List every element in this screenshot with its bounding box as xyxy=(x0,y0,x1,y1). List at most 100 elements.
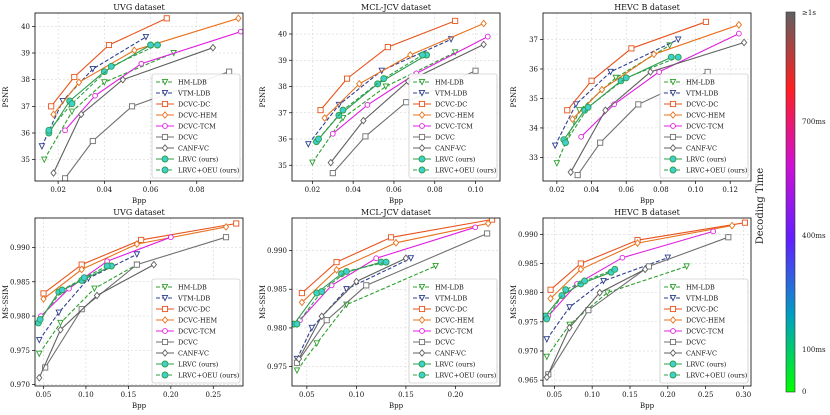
data-point xyxy=(129,103,136,110)
legend-label: CANF-VC xyxy=(435,145,466,153)
y-tick-label: 35 xyxy=(529,95,538,103)
data-point xyxy=(402,254,410,263)
y-tick-label: 0.970 xyxy=(10,381,30,389)
legend-label: VTM-LDB xyxy=(177,295,210,303)
data-point xyxy=(574,172,581,179)
data-point xyxy=(392,238,400,247)
legend-marker xyxy=(418,360,426,368)
legend-box xyxy=(151,278,241,384)
series-line xyxy=(546,268,616,320)
legend-label: LRVC+OEU (ours) xyxy=(435,372,497,380)
data-point xyxy=(641,265,649,274)
series-line xyxy=(44,236,227,368)
data-point xyxy=(107,62,115,70)
data-point xyxy=(38,143,46,150)
data-point xyxy=(472,224,479,231)
legend: HM-LDB VTM-LDB DCVC-DC DCVC-HEM DCVC-TCM DCVC… xyxy=(151,278,241,384)
legend-label: DCVC xyxy=(435,339,455,347)
y-tick-label: 0.990 xyxy=(518,231,538,239)
legend-label: DCVC xyxy=(178,134,198,142)
chart-title: UVG dataset xyxy=(113,3,165,12)
legend-label: DCVC-HEM xyxy=(178,112,217,120)
legend-marker xyxy=(669,294,677,302)
data-point xyxy=(543,336,551,343)
plot-frame xyxy=(34,217,244,387)
legend-label: VTM-LDB xyxy=(434,90,467,98)
x-tick-label: 0.08 xyxy=(189,186,205,194)
data-point xyxy=(335,101,343,109)
x-axis-label: Bpp xyxy=(640,197,655,205)
data-point xyxy=(674,53,682,61)
series-line xyxy=(547,230,714,317)
data-point xyxy=(364,102,371,108)
data-point xyxy=(741,219,748,226)
legend-marker xyxy=(162,123,168,129)
data-point xyxy=(315,135,322,143)
chart-title: HEVC B dataset xyxy=(614,208,680,217)
legend-marker xyxy=(161,111,169,119)
legend-marker xyxy=(161,294,169,302)
data-point xyxy=(419,51,426,59)
data-point xyxy=(71,73,78,81)
data-point xyxy=(562,286,570,294)
data-point xyxy=(664,254,672,262)
data-point xyxy=(105,41,113,49)
legend-label: CANF-VC xyxy=(178,350,209,358)
data-point xyxy=(318,288,326,295)
series-group xyxy=(543,219,748,382)
legend-label: DCVC-TCM xyxy=(435,123,473,131)
data-point xyxy=(380,75,388,83)
legend-label: DCVC-TCM xyxy=(686,123,724,131)
legend: HM-LDB VTM-LDB DCVC-DC DCVC-HEM DCVC-TCM DCVC… xyxy=(659,73,749,179)
series-line xyxy=(546,257,668,340)
legend-marker xyxy=(418,133,426,141)
data-point xyxy=(363,282,370,289)
data-point xyxy=(403,99,410,106)
data-point xyxy=(553,160,561,167)
legend-box xyxy=(408,73,498,179)
x-axis-label: Bpp xyxy=(389,402,404,410)
series-line xyxy=(311,51,456,163)
data-point xyxy=(728,221,736,230)
legend-marker xyxy=(418,166,426,174)
data-point xyxy=(373,255,380,262)
data-point xyxy=(543,373,550,382)
chart-title: MCL-JCV dataset xyxy=(361,3,432,12)
legend-label: DCVC-TCM xyxy=(435,328,473,336)
series-line xyxy=(38,264,155,379)
data-point xyxy=(566,304,573,311)
legend-marker xyxy=(669,166,677,174)
data-point xyxy=(35,350,43,358)
data-point xyxy=(131,46,138,55)
data-point xyxy=(142,33,150,41)
legend-label: LRVC (ours) xyxy=(178,156,219,164)
data-point xyxy=(317,107,324,114)
legend-marker xyxy=(419,123,425,129)
legend-label: DCVC-DC xyxy=(435,101,467,109)
chart-title: HEVC B dataset xyxy=(614,3,680,12)
plot-frame xyxy=(291,12,501,182)
legend-marker xyxy=(670,328,676,334)
data-point xyxy=(293,320,301,328)
series-line xyxy=(48,44,158,131)
data-point xyxy=(635,101,642,108)
legend-label: LRVC+OEU (ours) xyxy=(178,372,240,380)
legend-label: LRVC+OEU (ours) xyxy=(435,167,497,175)
legend-marker xyxy=(670,123,676,129)
legend-label: VTM-LDB xyxy=(177,90,210,98)
legend-box xyxy=(659,73,749,179)
legend-label: DCVC-TCM xyxy=(178,328,216,336)
legend-label: CANF-VC xyxy=(686,145,717,153)
legend-marker xyxy=(161,349,169,357)
legend-marker xyxy=(669,316,677,324)
data-point xyxy=(683,263,691,271)
legend-marker xyxy=(669,155,677,163)
data-point xyxy=(55,309,63,317)
data-point xyxy=(584,103,592,111)
x-tick-label: 0.08 xyxy=(653,186,669,194)
data-point xyxy=(339,106,347,114)
y-tick-label: 39 xyxy=(278,57,287,65)
data-point xyxy=(154,41,161,49)
data-point xyxy=(235,14,242,23)
